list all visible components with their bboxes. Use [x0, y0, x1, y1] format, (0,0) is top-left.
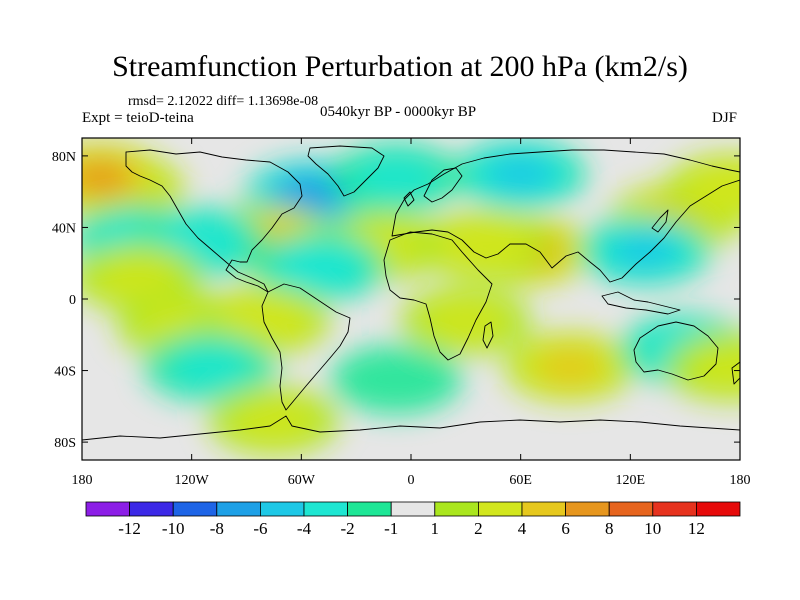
contour-blob-10-4	[487, 155, 555, 192]
contour-blob-15-2	[92, 253, 182, 302]
coast-greenland	[307, 145, 385, 197]
coast-japan	[651, 209, 669, 233]
colorbar-swatch	[85, 501, 130, 517]
contour-blob-19-4	[536, 348, 604, 386]
colorbar-swatch	[390, 501, 436, 517]
contour-blob-13-3	[282, 246, 357, 287]
colorbar-label: 10	[644, 519, 661, 538]
coast-scandinavia	[423, 167, 463, 203]
x-tick-label: 120W	[175, 473, 210, 488]
colorbar-label: -12	[118, 519, 141, 538]
contour-blob-2-6	[82, 161, 131, 194]
x-tick-label: 180	[72, 473, 93, 488]
colorbar-swatch	[608, 501, 654, 517]
colorbar-label: 8	[605, 519, 614, 538]
coast-antarctica	[82, 415, 740, 441]
contour-blobs	[82, 138, 740, 456]
colorbar-label: 1	[431, 519, 440, 538]
colorbar: -12 -10 -8 -6 -4 -2 -1 1 2 4 6 8 10 12	[85, 501, 741, 538]
contour-blob-6-3	[447, 225, 522, 266]
contour-blob-12-2	[352, 153, 441, 202]
colorbar-swatch	[434, 501, 479, 517]
colorbar-swatch	[129, 501, 174, 517]
coast-new-zealand	[731, 361, 740, 385]
contour-blob-14-3	[163, 221, 238, 262]
colorbar-label: -2	[341, 519, 355, 538]
y-tick-label: 80N	[52, 150, 76, 165]
colorbar-label: 4	[518, 519, 527, 538]
chart-title: Streamfunction Perturbation at 200 hPa (…	[112, 50, 688, 83]
colorbar-label: -6	[253, 519, 267, 538]
colorbar-swatch	[521, 501, 566, 517]
contour-blob-23-2	[229, 396, 319, 445]
contour-blob-17-3	[227, 300, 302, 341]
x-tick-label: 60E	[509, 473, 532, 488]
contour-field	[82, 138, 740, 456]
x-tick-label: 0	[408, 473, 415, 488]
axes: 180 120W 60W 0 60E 120E 180 80N 40N 0 40S 80S	[52, 138, 751, 488]
colorbar-swatch	[347, 501, 392, 517]
colorbar-swatch	[303, 501, 348, 517]
stats-text: rmsd= 2.12022 diff= 1.13698e-08	[128, 94, 319, 109]
y-tick-label: 40S	[54, 365, 76, 380]
y-tick-label: 40N	[52, 221, 76, 236]
colorbar-label: 2	[474, 519, 483, 538]
coast-africa	[383, 231, 493, 361]
coast-indonesia	[601, 291, 681, 315]
coast-south-america	[261, 283, 351, 411]
colorbar-label: -10	[162, 519, 185, 538]
colorbar-swatch	[259, 501, 305, 517]
x-tick-label: 120E	[616, 473, 646, 488]
colorbar-label: 12	[688, 519, 705, 538]
contour-blob-8-3	[693, 168, 740, 209]
contour-blob-22-2	[165, 343, 255, 391]
contour-blob-0-7	[281, 179, 340, 211]
y-tick-label: 0	[69, 293, 76, 308]
x-tick-label: 180	[730, 473, 751, 488]
contour-blob-21-2	[686, 343, 740, 391]
experiment-label: Expt = teioD-teina	[82, 110, 194, 126]
coast-eurasia	[391, 149, 740, 283]
coast-australia	[633, 321, 719, 381]
colorbar-swatch	[216, 501, 261, 517]
contour-blob-11-4	[611, 232, 679, 269]
colorbar-label: -8	[210, 519, 224, 538]
colorbar-swatch	[565, 501, 610, 517]
colorbar-label: -4	[297, 519, 312, 538]
colorbar-label: -1	[384, 519, 398, 538]
colorbar-swatch	[477, 501, 523, 517]
colorbar-label: 6	[561, 519, 570, 538]
season-label: DJF	[712, 110, 738, 126]
y-tick-label: 80S	[54, 436, 76, 451]
colorbar-swatch	[696, 501, 741, 517]
contour-blob-24-1	[330, 344, 463, 415]
coast-british-isles	[403, 191, 415, 207]
coastlines	[82, 145, 740, 441]
colorbar-swatch	[652, 501, 697, 517]
coast-madagascar	[482, 321, 494, 349]
x-tick-label: 60W	[288, 473, 316, 488]
coast-north-america	[125, 149, 303, 293]
period-label: 0540kyr BP - 0000kyr BP	[320, 104, 477, 120]
contour-blob-18-2	[421, 296, 511, 345]
colorbar-swatch	[172, 501, 218, 517]
